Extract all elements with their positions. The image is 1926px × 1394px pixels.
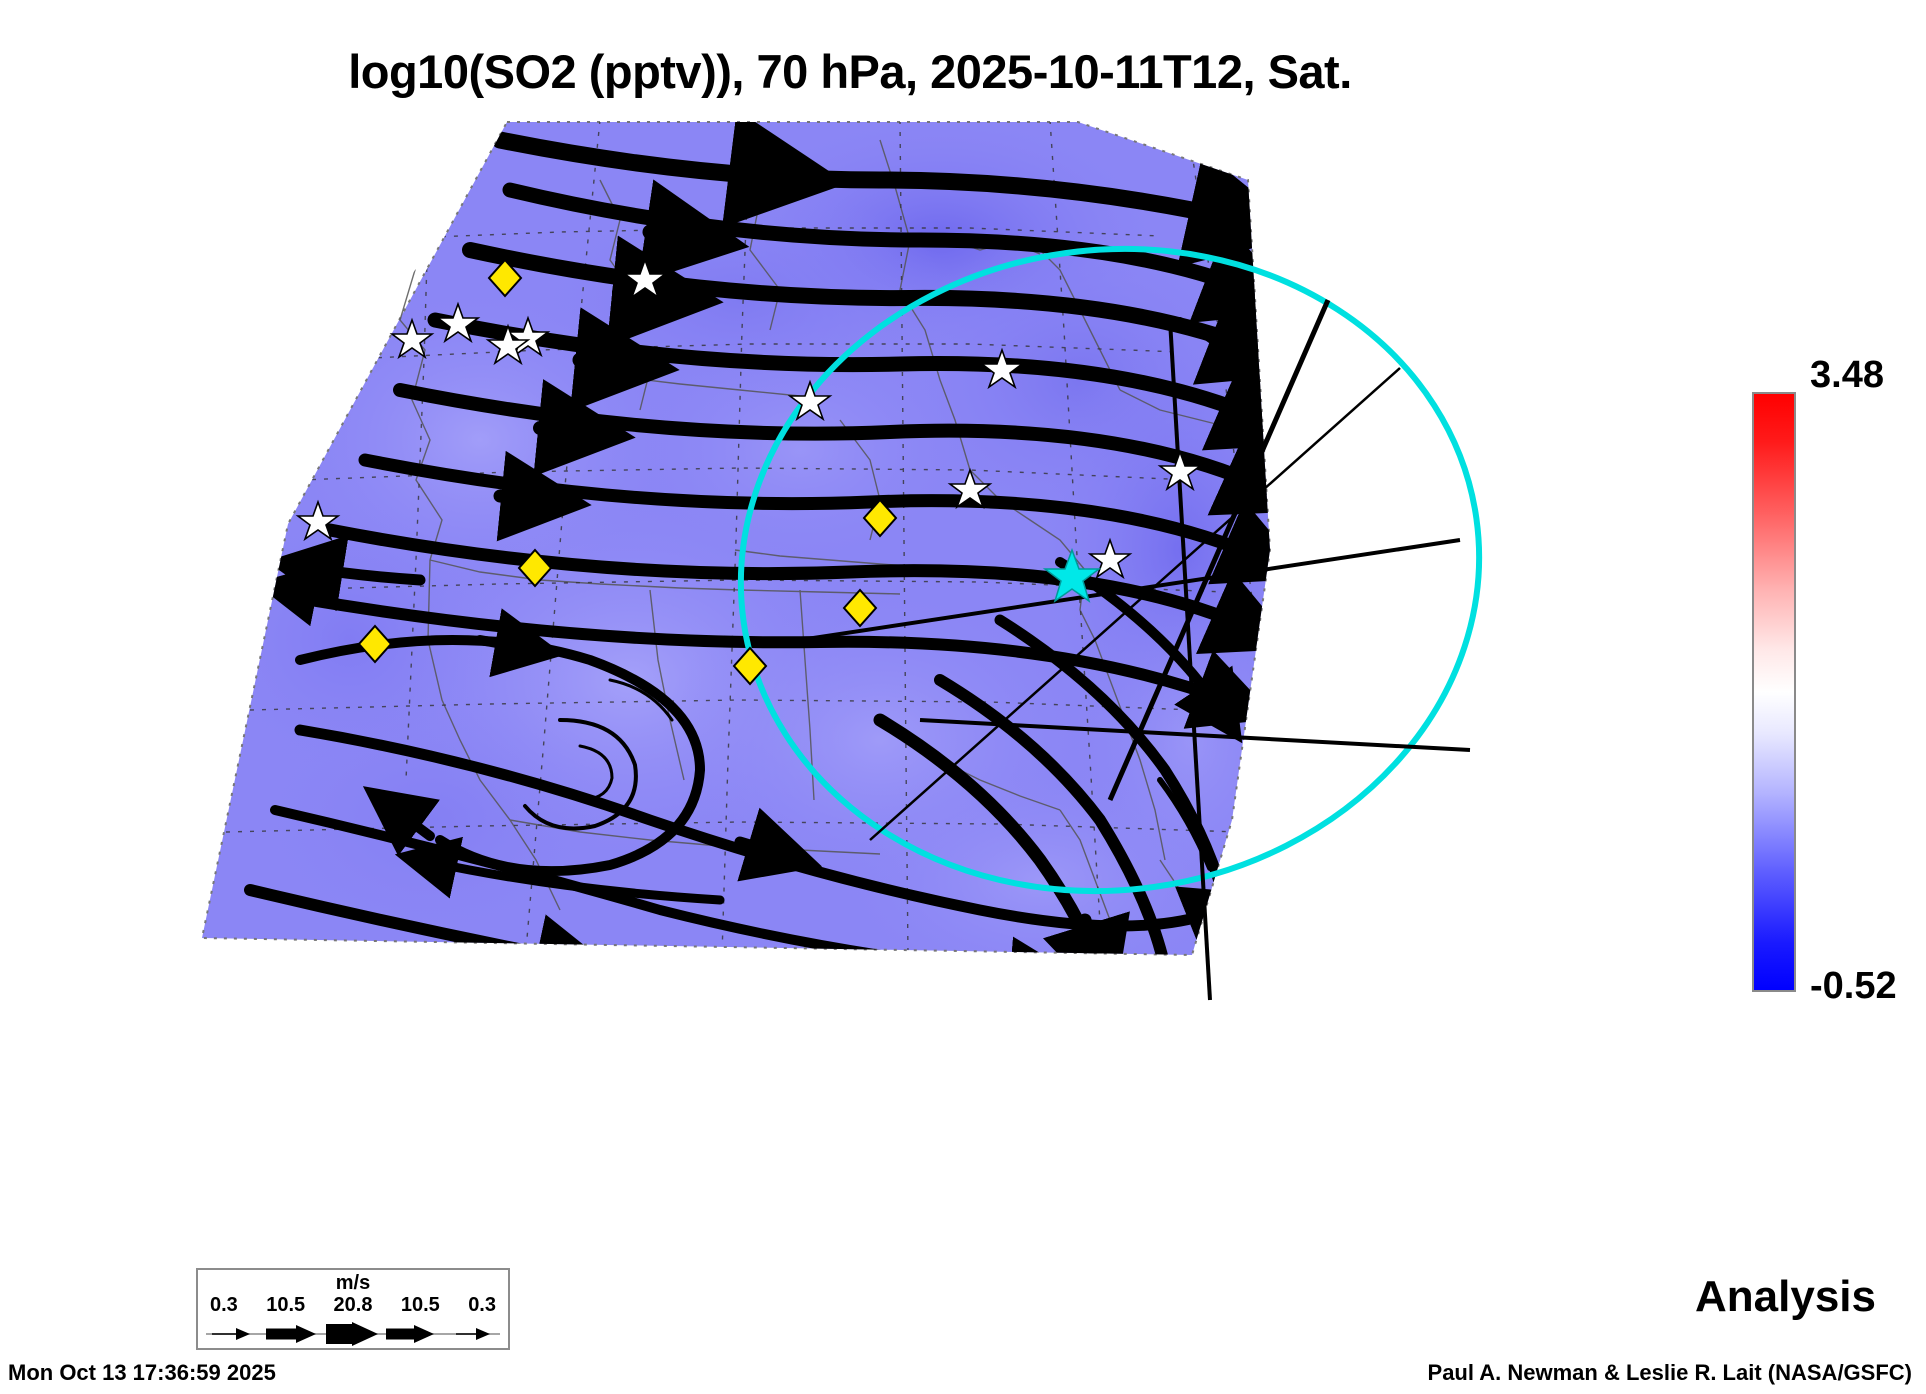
colorbar-gradient [1752,392,1796,992]
city-marker-star [979,347,1025,390]
wind-legend-value-1: 10.5 [266,1294,306,1316]
page-title: log10(SO2 (pptv)), 70 hPa, 2025-10-11T12… [348,45,1352,98]
wind-legend-value-0: 0.3 [210,1294,238,1316]
colorbar-max-label: 3.48 [1810,354,1884,396]
city-marker-star [1157,449,1203,492]
city-marker-star [622,257,668,300]
station-marker-star [1042,547,1102,603]
city-marker-star [787,379,833,422]
site-marker-diamond [517,548,553,588]
wind-legend-value-2: 20.8 [333,1294,373,1316]
colorbar: 3.48 -0.52 [1752,354,1922,1007]
city-marker-star [485,323,531,366]
wind-speed-legend: m/s 0.3 10.5 20.8 10.5 0.3 [196,1268,510,1350]
analysis-label: Analysis [1695,1272,1876,1321]
city-marker-star [1087,537,1133,580]
wind-legend-values: 0.3 10.5 20.8 10.5 0.3 [198,1294,508,1317]
city-marker-star [295,499,341,542]
city-marker-star [505,315,551,358]
wind-legend-units: m/s [335,1272,371,1294]
map-panel[interactable] [180,120,1600,1270]
site-marker-diamond [357,624,393,664]
city-marker-star [947,467,993,510]
wind-legend-arrow-scale [206,1322,500,1346]
site-marker-diamond [842,588,878,628]
wind-legend-value-4: 0.3 [468,1294,496,1316]
site-marker-diamond [487,258,523,298]
wind-legend-value-3: 10.5 [400,1294,440,1316]
city-marker-star [389,317,435,360]
site-markers[interactable] [357,258,898,686]
view-circle [737,245,1483,895]
footer-timestamp: Mon Oct 13 17:36:59 2025 [8,1360,276,1385]
city-marker-star [435,301,481,344]
site-marker-diamond [732,646,768,686]
streamlines [213,122,1270,955]
map-figure[interactable] [180,120,1600,1270]
footer-credit: Paul A. Newman & Leslie R. Lait (NASA/GS… [1427,1360,1912,1385]
city-markers[interactable] [295,257,1203,580]
colorbar-min-label: -0.52 [1810,965,1897,1007]
site-marker-diamond [862,498,898,538]
orbit-tracks [799,299,1471,1001]
station-marker[interactable] [1042,547,1102,603]
